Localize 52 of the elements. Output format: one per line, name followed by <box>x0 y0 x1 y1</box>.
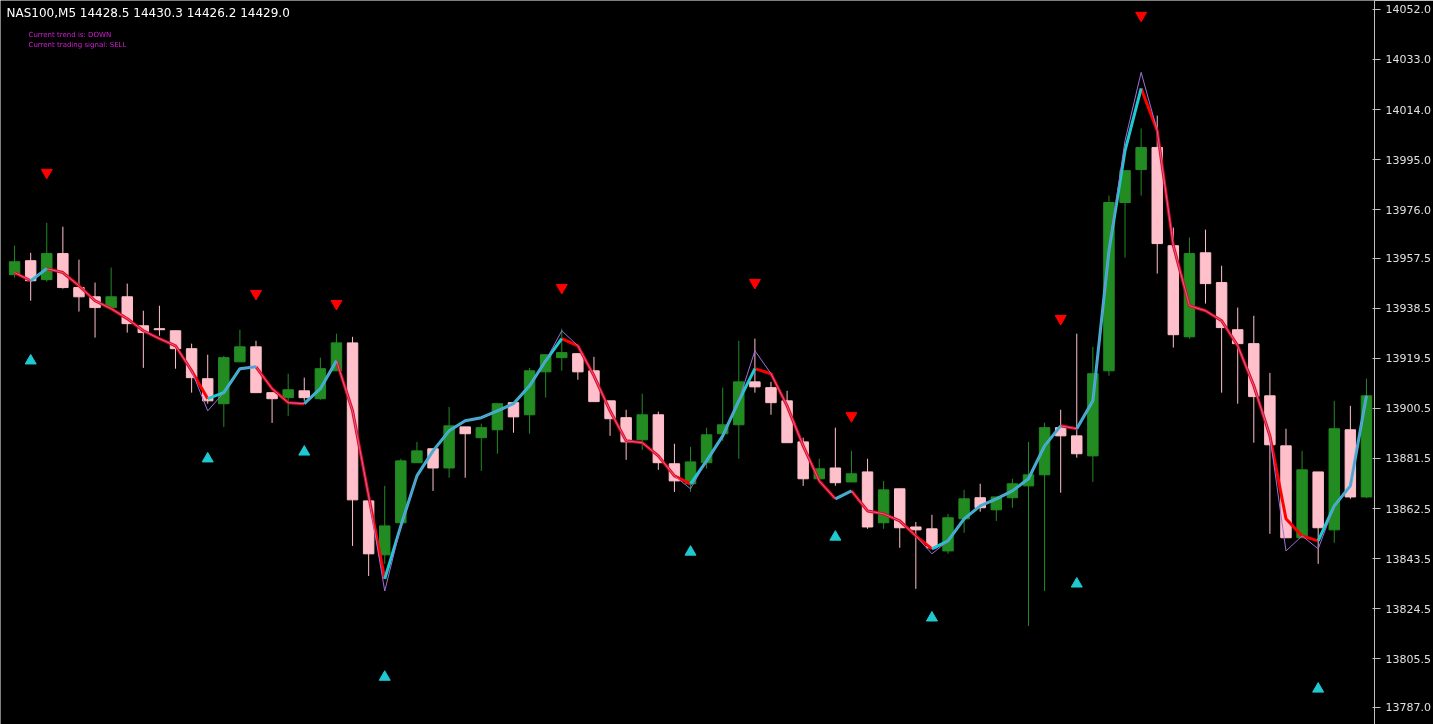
candlestick <box>1135 128 1147 197</box>
y-tick-label: 13938.5 <box>1385 302 1431 316</box>
point <box>40 168 53 180</box>
candlestick <box>749 338 761 394</box>
y-tick-label: 13919.5 <box>1385 352 1431 366</box>
candlestick <box>845 450 858 483</box>
y-tick-label: 13881.5 <box>1385 452 1431 466</box>
candlestick <box>765 381 777 416</box>
y-tick-label: 13900.5 <box>1385 402 1431 416</box>
point <box>829 530 842 541</box>
point <box>201 451 214 463</box>
y-tick-label: 13787.0 <box>1385 701 1431 715</box>
point <box>1135 11 1148 23</box>
candlestick <box>1231 307 1244 405</box>
y-tick-label: 14033.0 <box>1385 53 1431 67</box>
y-tick-label: 13862.5 <box>1385 502 1431 516</box>
point <box>925 610 938 622</box>
point <box>555 283 568 295</box>
point <box>330 299 343 311</box>
chart-title: NAS100,M5 14428.5 14430.3 14426.2 14429.0 <box>6 5 290 20</box>
y-tick-label: 14014.0 <box>1385 103 1431 117</box>
y-tick-label: 13843.5 <box>1385 552 1431 566</box>
point <box>684 545 697 556</box>
candlestick <box>910 521 922 590</box>
point <box>748 278 761 290</box>
candlestick <box>153 305 166 337</box>
y-tick-label: 13824.5 <box>1385 602 1431 616</box>
point <box>249 289 262 301</box>
point <box>1054 314 1067 326</box>
point <box>1070 577 1083 588</box>
point <box>378 670 391 681</box>
point <box>845 412 858 423</box>
candlestick <box>105 267 117 309</box>
candlestick <box>958 489 970 534</box>
y-tick-label: 13805.5 <box>1385 652 1431 666</box>
y-tick-label: 13976.0 <box>1385 203 1431 217</box>
y-tick-label: 14052.0 <box>1385 3 1431 17</box>
y-tick-label: 13995.0 <box>1385 153 1431 167</box>
candlestick <box>266 392 278 424</box>
candlestick <box>556 328 568 372</box>
candlestick <box>411 441 423 464</box>
y-tick-label: 13957.5 <box>1385 252 1431 266</box>
candlestick <box>475 423 488 472</box>
candlestick <box>298 377 310 402</box>
candlestick <box>829 427 842 487</box>
point <box>1312 682 1325 693</box>
candlestick <box>572 353 584 381</box>
candlestick <box>1071 333 1083 459</box>
candlestick <box>459 426 471 479</box>
candlestick <box>234 329 246 363</box>
point <box>298 445 311 456</box>
candlestick <box>282 373 294 417</box>
